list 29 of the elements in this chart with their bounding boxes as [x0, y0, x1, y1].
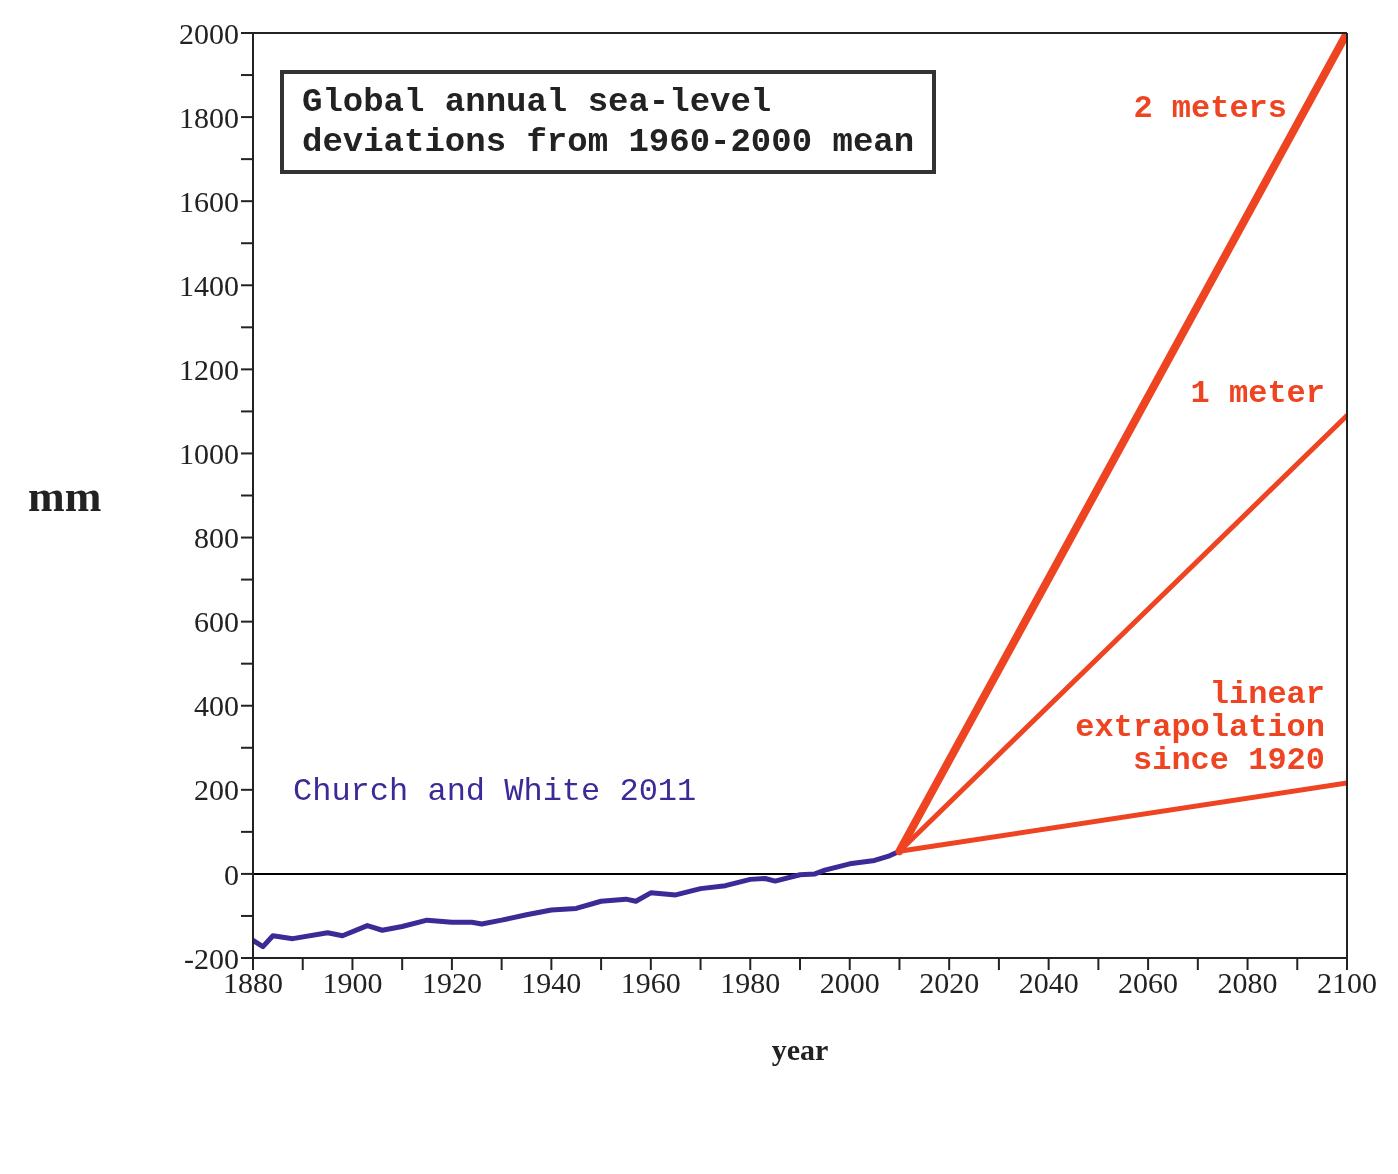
- x-tick-label: 2100: [1317, 966, 1377, 1000]
- x-tick-label: 1920: [421, 966, 482, 1000]
- x-tick-label: 2080: [1217, 966, 1278, 1000]
- y-tick-label: 0: [224, 857, 239, 891]
- series-label: 2 meters: [1133, 90, 1287, 127]
- series-label: linear extrapolation since 1920: [1075, 676, 1325, 780]
- x-tick-label: 2020: [919, 966, 980, 1000]
- x-tick-label: 1940: [521, 966, 582, 1000]
- y-tick-label: 600: [194, 605, 239, 639]
- y-tick-label: 1200: [179, 353, 239, 387]
- text: Church and White 2011: [293, 773, 697, 811]
- y-tick-label: 200: [194, 773, 239, 807]
- y-tick-label: 800: [194, 521, 239, 555]
- x-tick-label: 2040: [1018, 966, 1079, 1000]
- x-tick-label: 1900: [322, 966, 383, 1000]
- y-tick-label: 1000: [179, 437, 239, 471]
- x-axis-title: year: [771, 1033, 829, 1066]
- x-tick-label: 1960: [620, 966, 681, 1000]
- y-tick-label: 1400: [179, 268, 239, 302]
- y-axis-title: mm: [28, 472, 102, 522]
- y-tick-label: 1600: [179, 184, 239, 218]
- x-tick-label: 1980: [720, 966, 781, 1000]
- y-tick-label: 2000: [179, 16, 239, 50]
- y-tick-label: 400: [194, 689, 239, 723]
- x-tick-label: 2060: [1118, 966, 1179, 1000]
- y-tick-label: 1800: [179, 100, 239, 134]
- text: Global annual sea-level deviations from 1960-2000 mean: [302, 82, 915, 162]
- series-label: 1 meter: [1190, 374, 1325, 412]
- x-tick-label: 2000: [819, 966, 880, 1000]
